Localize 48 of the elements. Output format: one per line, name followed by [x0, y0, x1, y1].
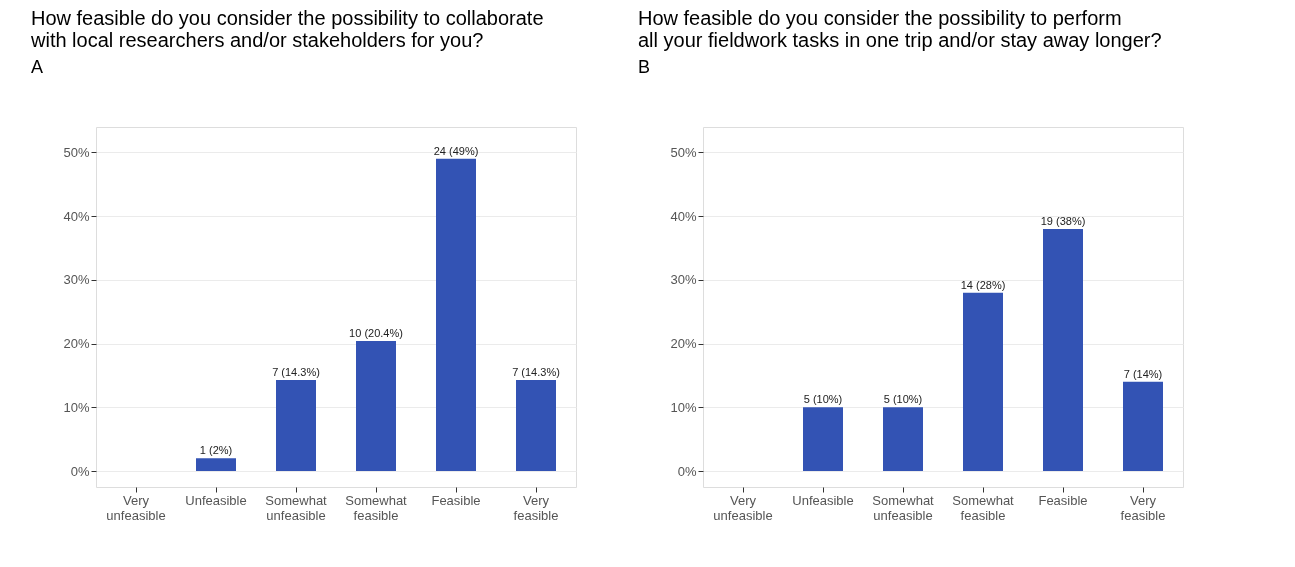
- x-tick-label: Very feasible: [513, 492, 559, 523]
- data-label: 5 (10%): [803, 393, 843, 406]
- y-tick-label: 10%: [63, 399, 90, 415]
- bar: [1043, 228, 1083, 472]
- y-tick-label: 10%: [670, 399, 697, 415]
- x-tick-label: Unfeasible: [185, 492, 247, 508]
- x-tick-label: Very unfeasible: [713, 492, 773, 523]
- x-tick-label: Somewhat unfeasible: [265, 492, 328, 523]
- bar: [883, 407, 923, 472]
- y-tick-label: 30%: [63, 272, 90, 288]
- y-tick-label: 30%: [670, 272, 697, 288]
- data-label: 19 (38%): [1040, 214, 1086, 227]
- x-tick-label: Somewhat feasible: [345, 492, 408, 523]
- text: B: [638, 57, 651, 77]
- bar: [1123, 381, 1163, 472]
- bar: [356, 341, 396, 472]
- data-label: 7 (14%): [1123, 367, 1163, 380]
- chart-title: How feasible do you consider the possibility to perform all your fieldwork tasks in one trip and/or stay away longer?: [638, 7, 1162, 51]
- bar: [963, 292, 1003, 472]
- text: A: [31, 57, 44, 77]
- x-tick-label: Very feasible: [1120, 492, 1166, 523]
- data-label: 24 (49%): [433, 144, 479, 157]
- x-tick-label: Somewhat feasible: [952, 492, 1015, 523]
- bar: [516, 379, 556, 472]
- data-label: 1 (2%): [199, 444, 233, 457]
- y-tick-label: 50%: [670, 144, 697, 160]
- x-tick-label: Unfeasible: [792, 492, 854, 508]
- bar: [276, 379, 316, 472]
- bar: [803, 407, 843, 472]
- y-tick-label: 50%: [63, 144, 90, 160]
- bar: [196, 458, 236, 472]
- chart-title: How feasible do you consider the possibility to collaborate with local researchers and/or stakeholders for you?: [30, 7, 544, 51]
- data-label: 10 (20.4%): [349, 327, 403, 340]
- y-tick-label: 40%: [63, 208, 90, 224]
- x-tick-label: Very unfeasible: [106, 492, 166, 523]
- data-label: 14 (28%): [960, 278, 1006, 291]
- data-label: 7 (14.3%): [272, 365, 320, 378]
- y-tick-label: 20%: [63, 336, 90, 352]
- x-tick-label: Feasible: [1038, 492, 1088, 508]
- y-tick-label: 0%: [677, 463, 697, 479]
- data-label: 5 (10%): [883, 393, 923, 406]
- y-tick-label: 0%: [70, 463, 90, 479]
- x-tick-label: Feasible: [431, 492, 481, 508]
- y-tick-label: 40%: [670, 208, 697, 224]
- data-label: 7 (14.3%): [512, 365, 560, 378]
- bar: [436, 158, 476, 472]
- y-tick-label: 20%: [670, 336, 697, 352]
- x-tick-label: Somewhat unfeasible: [872, 492, 935, 523]
